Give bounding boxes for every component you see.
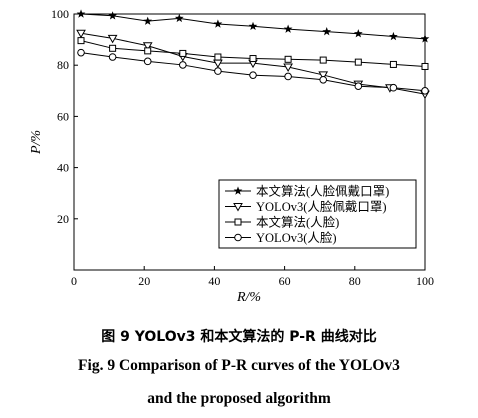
legend-box xyxy=(218,179,417,249)
y-tick-label-2: 60 xyxy=(57,109,69,123)
x-tick-label-3: 60 xyxy=(279,274,291,288)
y-tick-label-4: 100 xyxy=(51,7,69,21)
pr-curve-chart: 0 20 40 60 80 100 20 40 60 80 100 P/% R/% 本文算法(人脸佩… xyxy=(29,7,434,305)
point-s0-7 xyxy=(322,27,332,36)
point-s0-3 xyxy=(174,13,184,23)
legend-label-0: 本文算法(人脸佩戴口罩) xyxy=(256,184,389,199)
point-s3-0 xyxy=(77,48,85,57)
point-s2-9 xyxy=(389,60,397,68)
legend: 本文算法(人脸佩戴口罩)YOLOv3(人脸佩戴口罩)本文算法(人脸)YOLOv3… xyxy=(218,179,417,249)
point-s2-5 xyxy=(249,55,257,63)
point-s2-10 xyxy=(421,62,429,70)
x-tick-label-4: 80 xyxy=(349,274,361,288)
point-s2-8 xyxy=(354,58,362,66)
axis-ticks: 0 20 40 60 80 100 20 40 60 80 100 xyxy=(51,7,434,288)
series-markers xyxy=(76,9,430,100)
figure-caption-en-line2: and the proposed algorithm xyxy=(147,390,331,407)
figure-caption-cn: 图 9 YOLOv3 和本文算法的 P-R 曲线对比 xyxy=(101,329,377,345)
y-axis-label: P/% xyxy=(29,130,44,155)
point-s0-10 xyxy=(420,34,430,43)
point-s2-6 xyxy=(284,55,292,63)
point-s2-1 xyxy=(109,44,117,52)
point-s3-9 xyxy=(389,83,398,92)
y-tick-label-3: 80 xyxy=(57,58,69,72)
point-s1-7 xyxy=(318,71,329,80)
point-s1-2 xyxy=(142,42,153,51)
legend-marker-2 xyxy=(234,218,242,226)
point-s3-6 xyxy=(284,72,292,81)
point-s3-3 xyxy=(179,61,187,69)
legend-marker-0 xyxy=(233,186,243,195)
point-s3-8 xyxy=(354,82,363,90)
point-s3-2 xyxy=(143,57,152,66)
point-s0-2 xyxy=(143,16,153,25)
point-s1-0 xyxy=(76,29,86,39)
point-s0-5 xyxy=(248,21,258,31)
point-s0-1 xyxy=(108,11,117,20)
point-s3-10 xyxy=(421,87,429,95)
point-s2-2 xyxy=(144,47,152,55)
legend-marker-3 xyxy=(234,233,242,242)
legend-label-2: 本文算法(人脸) xyxy=(256,215,339,230)
y-tick-label-0: 20 xyxy=(57,212,69,226)
point-s1-6 xyxy=(283,63,293,72)
point-s0-0 xyxy=(76,9,86,18)
point-s3-4 xyxy=(214,67,222,75)
x-tick-label-2: 40 xyxy=(208,274,220,288)
point-s2-7 xyxy=(319,56,327,64)
point-s0-6 xyxy=(283,24,293,33)
point-s0-4 xyxy=(213,19,223,28)
point-s2-4 xyxy=(214,53,222,61)
point-s3-1 xyxy=(108,53,117,61)
x-tick-label-0: 0 xyxy=(71,274,77,288)
point-s0-8 xyxy=(353,29,363,38)
point-s1-4 xyxy=(213,59,223,69)
legend-marker-1 xyxy=(233,203,243,212)
x-tick-label-1: 20 xyxy=(138,274,150,288)
x-tick-label-5: 100 xyxy=(416,274,434,288)
legend-label-3: YOLOv3(人脸) xyxy=(256,231,337,245)
y-tick-label-1: 40 xyxy=(57,161,69,175)
x-axis-label: R/% xyxy=(236,290,261,305)
legend-label-1: YOLOv3(人脸佩戴口罩) xyxy=(256,199,387,214)
point-s3-5 xyxy=(249,71,257,79)
plot-frame xyxy=(73,13,426,271)
point-s2-3 xyxy=(179,49,187,57)
point-s0-9 xyxy=(389,31,398,41)
point-s2-0 xyxy=(77,37,85,45)
point-s1-1 xyxy=(107,34,118,44)
figure-caption-en-line1: Fig. 9 Comparison of P-R curves of the Y… xyxy=(78,357,400,374)
point-s3-7 xyxy=(319,75,328,84)
